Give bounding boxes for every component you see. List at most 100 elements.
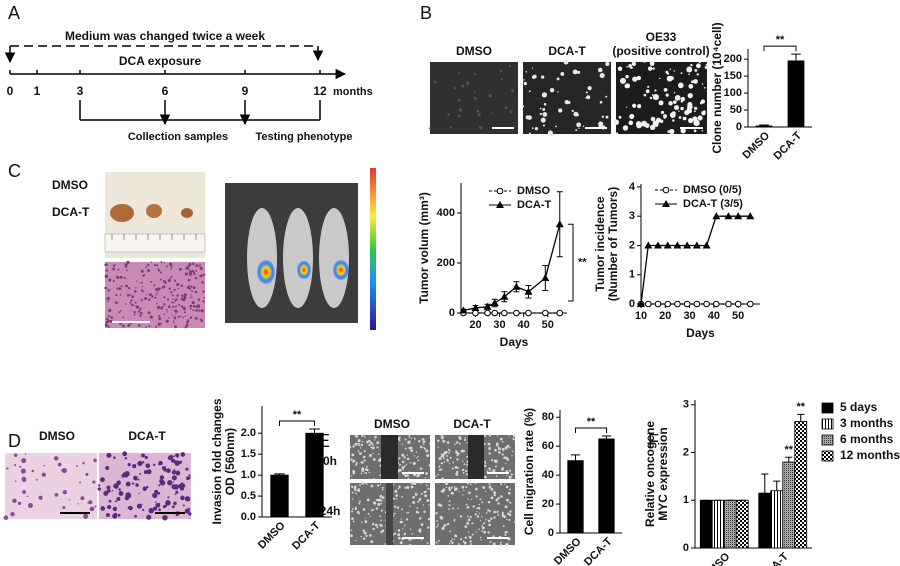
cell xyxy=(426,499,430,502)
cell xyxy=(396,506,400,509)
cell xyxy=(465,469,468,473)
cell xyxy=(507,512,510,516)
cell xyxy=(471,533,474,536)
wound-gap xyxy=(381,435,398,479)
cell xyxy=(539,112,543,116)
y-axis-label: OD (560nm) xyxy=(223,428,237,495)
bar xyxy=(735,499,749,549)
cell xyxy=(631,61,636,66)
cell xyxy=(179,315,182,317)
cell xyxy=(377,453,380,455)
cell xyxy=(31,469,35,473)
cell xyxy=(171,294,174,297)
cell xyxy=(350,485,354,488)
cell xyxy=(147,311,150,314)
cell xyxy=(139,308,142,311)
cell xyxy=(488,433,492,437)
cell xyxy=(433,80,437,83)
cell xyxy=(119,309,122,312)
cell xyxy=(417,511,420,514)
cell xyxy=(168,317,170,319)
cell xyxy=(597,67,603,73)
cell xyxy=(359,447,362,449)
marker xyxy=(712,300,720,308)
bar xyxy=(305,432,324,518)
cell xyxy=(409,505,411,508)
cell xyxy=(180,284,183,287)
cell xyxy=(370,484,374,488)
cell xyxy=(469,515,472,519)
cell xyxy=(463,463,466,466)
cell xyxy=(398,436,401,439)
cell xyxy=(171,505,175,509)
cell xyxy=(659,77,661,80)
cell xyxy=(172,481,174,483)
x-tick-label: 30 xyxy=(683,310,695,322)
cell xyxy=(191,290,194,293)
cell xyxy=(158,460,163,466)
cell xyxy=(361,469,365,472)
marker xyxy=(471,304,480,311)
cell xyxy=(508,519,511,522)
cell xyxy=(352,520,355,523)
cell xyxy=(118,491,124,496)
marker xyxy=(472,309,479,317)
cell xyxy=(195,309,198,312)
cell xyxy=(19,465,22,468)
cell xyxy=(483,442,486,446)
cell xyxy=(412,500,416,504)
cell xyxy=(488,452,491,455)
x-tick-label: 50 xyxy=(542,319,554,331)
cell xyxy=(173,455,175,458)
cell xyxy=(127,463,131,467)
legend-swatch xyxy=(821,450,834,462)
cell xyxy=(182,307,186,311)
cell xyxy=(488,485,492,489)
cell xyxy=(476,510,478,513)
cell xyxy=(486,470,489,473)
cell xyxy=(475,531,477,533)
cell xyxy=(669,112,676,118)
cell xyxy=(186,476,190,481)
cell xyxy=(97,484,101,487)
cell xyxy=(88,500,93,505)
cell xyxy=(130,303,134,307)
cell xyxy=(191,262,195,266)
cell xyxy=(401,453,405,457)
cell xyxy=(116,497,121,501)
cell xyxy=(467,518,471,522)
legend-label: 12 months xyxy=(840,448,900,462)
cell xyxy=(178,303,181,306)
cell xyxy=(694,68,698,72)
marker xyxy=(712,212,721,220)
cell xyxy=(199,266,202,268)
cell xyxy=(688,83,694,89)
cell xyxy=(53,456,59,461)
cell xyxy=(456,458,459,461)
cell xyxy=(680,106,684,111)
y-tick-label: 0.5 xyxy=(241,490,256,502)
cell xyxy=(617,66,623,71)
cell xyxy=(687,92,693,99)
cell xyxy=(351,498,354,500)
cell xyxy=(501,511,504,514)
cell xyxy=(110,316,114,319)
cell xyxy=(124,457,128,460)
cell xyxy=(163,303,166,305)
x-tick-label: 50 xyxy=(732,310,744,322)
panel-label: F xyxy=(648,431,659,451)
cell xyxy=(127,471,130,473)
cell xyxy=(669,76,674,81)
cell xyxy=(111,489,114,492)
cell xyxy=(126,260,130,264)
cell xyxy=(485,512,488,514)
cell xyxy=(83,513,89,519)
cell xyxy=(461,485,465,489)
y-tick-label: 400 xyxy=(437,207,455,219)
cell xyxy=(494,448,497,452)
cell xyxy=(491,111,493,113)
cell xyxy=(448,488,452,491)
cell xyxy=(542,108,546,111)
x-tick-label: DMSO xyxy=(740,129,772,161)
cell xyxy=(89,506,95,512)
